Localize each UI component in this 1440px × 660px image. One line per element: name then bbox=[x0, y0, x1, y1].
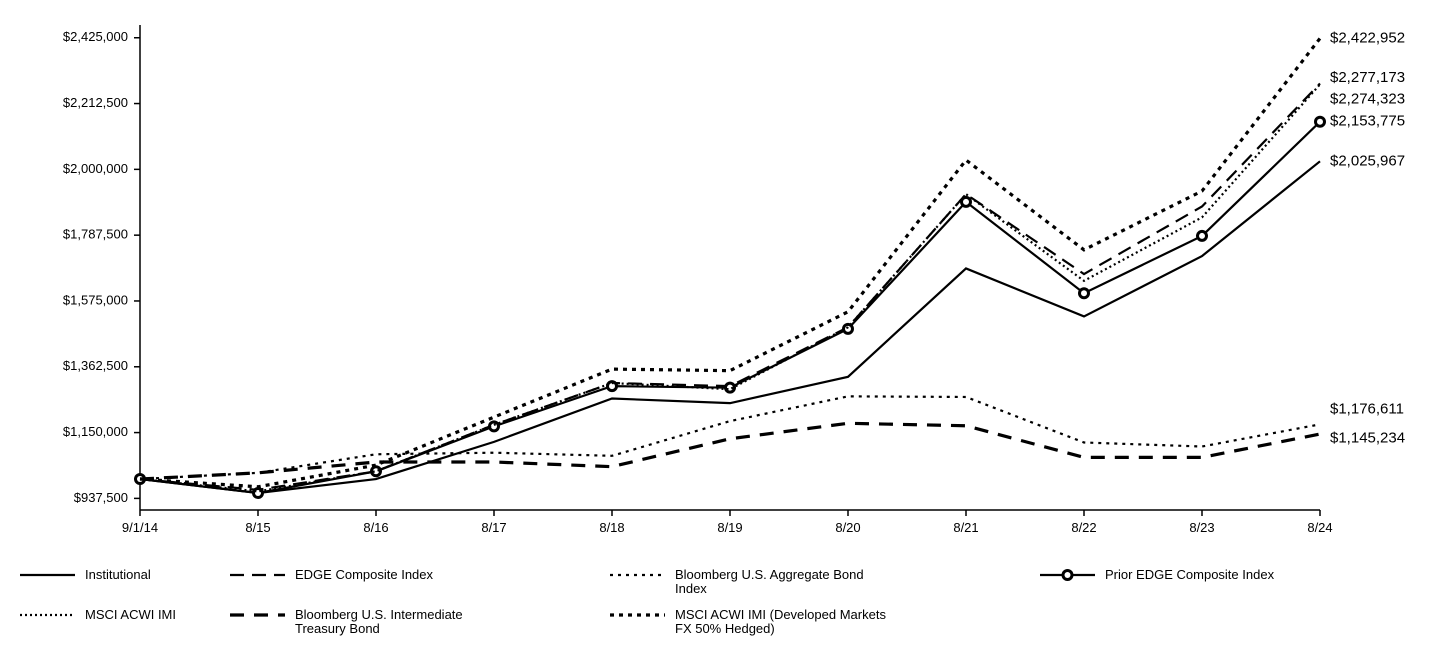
x-tick-label: 8/19 bbox=[717, 520, 742, 535]
x-tick-label: 8/16 bbox=[363, 520, 388, 535]
x-tick-label: 8/17 bbox=[481, 520, 506, 535]
end-label-bloomberg_int_treasury: $1,145,234 bbox=[1330, 430, 1405, 447]
series-prior_edge-marker bbox=[1196, 230, 1208, 242]
end-label-msci_hedged: $2,422,952 bbox=[1330, 29, 1405, 46]
x-tick-label: 8/20 bbox=[835, 520, 860, 535]
series-prior_edge-marker bbox=[724, 382, 736, 394]
x-tick-label: 8/22 bbox=[1071, 520, 1096, 535]
chart-canvas: $937,500 $1,150,000 $1,362,500 $1,575,000 $1… bbox=[0, 0, 1440, 660]
legend-label: Bloomberg U.S. Intermediate bbox=[295, 607, 463, 622]
legend-label: EDGE Composite Index bbox=[295, 567, 434, 582]
legend-label: Bloomberg U.S. Aggregate Bond bbox=[675, 567, 864, 582]
end-label-prior_edge: $2,153,775 bbox=[1330, 113, 1405, 130]
y-tick-label: $1,362,500 bbox=[63, 358, 128, 373]
series-prior_edge-marker bbox=[606, 380, 618, 392]
end-label-bloomberg_agg: $1,176,611 bbox=[1330, 400, 1404, 417]
end-label-msci_acwi_imi: $2,274,323 bbox=[1330, 91, 1405, 108]
y-tick-label: $1,575,000 bbox=[63, 292, 128, 307]
end-label-institutional: $2,025,967 bbox=[1330, 152, 1405, 169]
legend-label: MSCI ACWI IMI bbox=[85, 607, 176, 622]
y-tick-label: $2,425,000 bbox=[63, 29, 128, 44]
legend-label: Index bbox=[675, 581, 707, 596]
y-tick-label: $937,500 bbox=[74, 490, 128, 505]
series-prior_edge-marker bbox=[370, 465, 382, 477]
series-prior_edge-marker bbox=[842, 323, 854, 335]
x-tick-label: 8/15 bbox=[245, 520, 270, 535]
x-tick-label: 8/24 bbox=[1307, 520, 1332, 535]
series-prior_edge-marker bbox=[252, 487, 264, 499]
y-tick-label: $2,212,500 bbox=[63, 95, 128, 110]
x-tick-label: 8/21 bbox=[953, 520, 978, 535]
series-prior_edge-marker bbox=[1078, 287, 1090, 299]
legend-label: MSCI ACWI IMI (Developed Markets bbox=[675, 607, 886, 622]
x-tick-label: 8/23 bbox=[1189, 520, 1214, 535]
series-prior_edge-marker bbox=[1314, 116, 1326, 128]
end-label-edge_composite: $2,277,173 bbox=[1330, 69, 1405, 86]
y-tick-label: $1,150,000 bbox=[63, 424, 128, 439]
legend-label: Institutional bbox=[85, 567, 151, 582]
x-tick-label: 9/1/14 bbox=[122, 520, 158, 535]
legend-label: FX 50% Hedged) bbox=[675, 621, 775, 636]
legend-label: Treasury Bond bbox=[295, 621, 380, 636]
legend-label: Prior EDGE Composite Index bbox=[1105, 567, 1275, 582]
x-tick-label: 8/18 bbox=[599, 520, 624, 535]
y-tick-label: $2,000,000 bbox=[63, 161, 128, 176]
y-tick-label: $1,787,500 bbox=[63, 227, 128, 242]
growth-of-investment-chart: $937,500 $1,150,000 $1,362,500 $1,575,000 $1… bbox=[0, 0, 1440, 660]
